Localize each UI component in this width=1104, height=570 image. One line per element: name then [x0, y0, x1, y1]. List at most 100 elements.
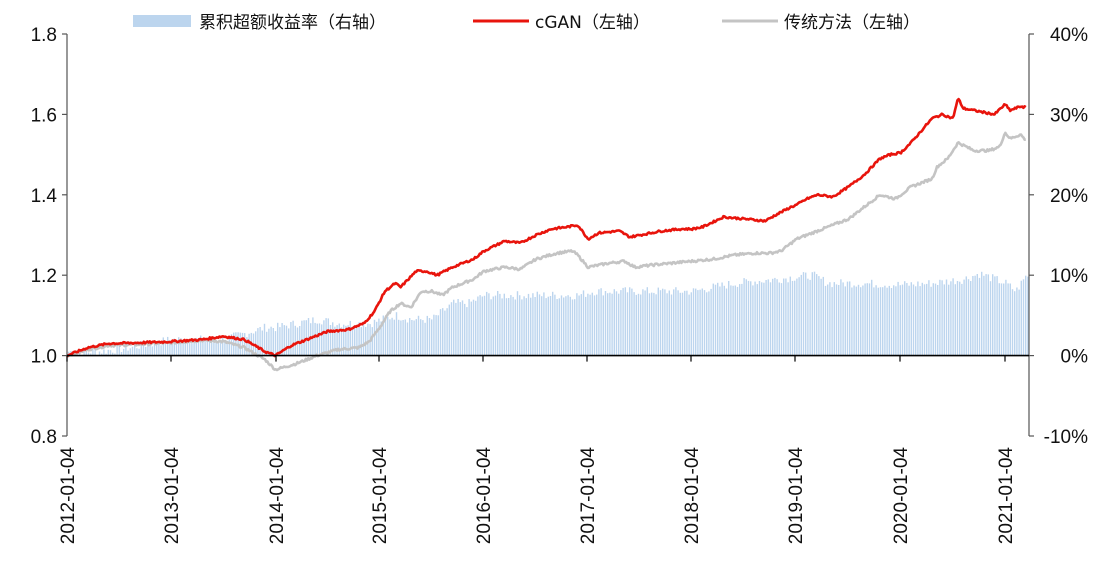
excess-return-bar	[741, 283, 743, 356]
excess-return-bar	[728, 281, 730, 356]
excess-return-bar	[1016, 287, 1018, 356]
x-axis-tick-label: 2013-01-04	[162, 447, 183, 545]
excess-return-bar	[288, 328, 290, 356]
excess-return-bar	[411, 320, 413, 356]
excess-return-bar	[816, 274, 818, 356]
x-axis-tick-label: 2015-01-04	[370, 447, 391, 545]
excess-return-bar	[169, 340, 171, 356]
excess-return-bar	[149, 345, 151, 356]
excess-return-bar	[494, 295, 497, 356]
excess-return-bar	[378, 318, 380, 356]
excess-return-bar	[248, 333, 250, 356]
excess-return-bar	[547, 296, 549, 356]
excess-return-bar	[395, 312, 398, 356]
excess-return-bar	[90, 353, 92, 356]
right-axis-tick-label: 20%	[1050, 186, 1088, 207]
excess-return-bar	[367, 323, 369, 356]
excess-return-bar	[637, 293, 640, 356]
excess-return-bar	[290, 322, 292, 356]
excess-return-bar	[734, 285, 736, 356]
excess-return-bar	[655, 294, 657, 356]
excess-return-bar	[318, 323, 321, 356]
excess-return-bar	[147, 343, 149, 356]
right-axis-tick-label: 10%	[1050, 266, 1088, 287]
excess-return-bar	[829, 282, 831, 356]
excess-return-bar	[459, 302, 461, 356]
excess-return-bar	[1020, 280, 1022, 356]
excess-return-bar	[642, 289, 644, 356]
excess-return-bar	[85, 350, 87, 356]
excess-return-bar	[1000, 283, 1003, 356]
excess-return-bar	[950, 281, 952, 356]
excess-return-bar	[708, 291, 710, 356]
excess-return-bar	[68, 351, 70, 356]
excess-return-bar	[347, 325, 349, 356]
excess-return-bar	[714, 284, 717, 356]
excess-return-bar	[582, 290, 585, 356]
excess-return-bar	[444, 310, 446, 356]
excess-return-bar	[910, 282, 912, 356]
cgan-line	[66, 97, 1027, 358]
excess-return-bar	[831, 287, 833, 356]
excess-return-bar	[802, 272, 805, 356]
excess-return-bar	[684, 290, 686, 356]
excess-return-bar	[376, 321, 378, 356]
excess-return-bar	[943, 284, 945, 356]
excess-return-bar	[800, 274, 802, 356]
excess-return-bar	[134, 345, 136, 356]
excess-return-bar	[919, 286, 921, 356]
excess-return-bar	[156, 343, 158, 356]
excess-return-bar	[882, 287, 884, 356]
excess-return-bar	[428, 318, 431, 356]
excess-return-bar	[851, 287, 853, 356]
excess-return-bar	[549, 296, 552, 356]
excess-return-bar	[519, 295, 521, 356]
excess-return-bar	[675, 287, 677, 356]
excess-return-bar	[835, 284, 838, 356]
excess-return-bar	[827, 284, 829, 356]
excess-return-bar	[884, 285, 886, 356]
excess-return-bar	[171, 341, 173, 356]
excess-return-bar	[901, 284, 904, 356]
excess-return-bar	[241, 332, 244, 356]
excess-return-bar	[1007, 283, 1009, 356]
excess-return-bar	[794, 280, 796, 356]
excess-return-bar	[481, 296, 483, 356]
excess-return-bar	[433, 314, 435, 356]
excess-return-bar	[739, 284, 741, 356]
excess-return-bar	[213, 340, 215, 356]
excess-return-bar	[565, 296, 567, 356]
excess-return-bar	[699, 289, 701, 356]
excess-return-bar	[1027, 276, 1029, 356]
excess-return-bar	[450, 302, 453, 356]
excess-return-bar	[866, 283, 868, 356]
excess-return-bar	[926, 283, 928, 356]
excess-return-bar	[114, 353, 116, 356]
excess-return-bar	[499, 293, 501, 356]
right-axis-tick-label: 30%	[1050, 105, 1088, 126]
excess-return-bar	[435, 315, 437, 356]
excess-return-bar	[915, 286, 917, 356]
excess-return-bar	[596, 294, 598, 356]
excess-return-bar	[611, 293, 613, 356]
excess-return-bar	[285, 325, 288, 356]
excess-return-bar	[580, 294, 582, 356]
excess-return-bar	[409, 318, 411, 356]
excess-return-bar	[334, 326, 336, 356]
excess-return-bar	[807, 278, 809, 356]
excess-return-bar	[142, 345, 145, 356]
excess-return-bar	[1022, 279, 1025, 356]
excess-return-bar	[294, 325, 296, 356]
excess-return-bar	[776, 279, 778, 356]
excess-return-bar	[783, 278, 785, 356]
excess-return-bar	[475, 300, 477, 356]
excess-return-bar	[743, 278, 745, 356]
excess-return-bar	[560, 295, 563, 356]
excess-return-bar	[585, 296, 587, 356]
excess-return-bar	[618, 293, 620, 356]
excess-return-bar	[136, 348, 138, 356]
legend-swatch	[133, 15, 191, 27]
excess-return-bar	[193, 340, 195, 356]
left-axis-tick-label: 1.2	[31, 266, 57, 287]
excess-return-bar	[604, 291, 607, 356]
